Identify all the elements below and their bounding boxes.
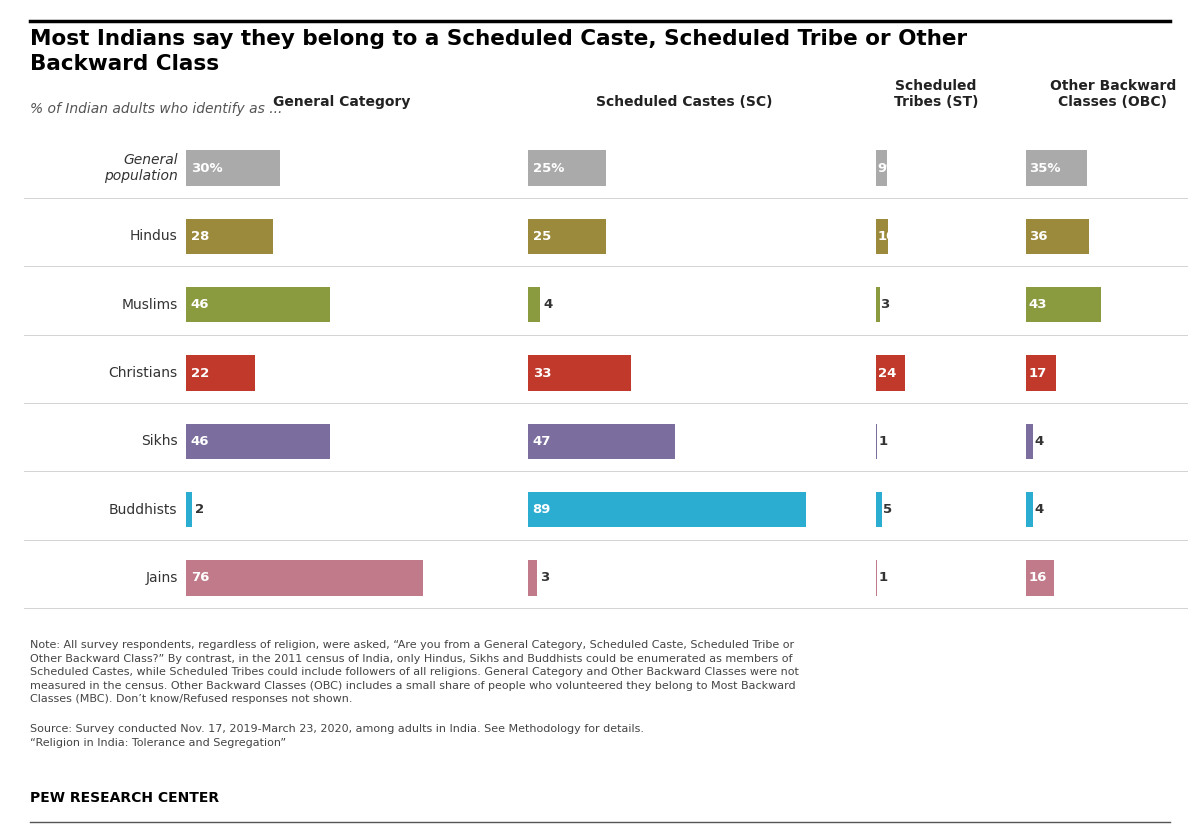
Bar (876, 287, 880, 323)
Text: Scheduled
Tribes (ST): Scheduled Tribes (ST) (894, 79, 978, 109)
Text: 25%: 25% (533, 161, 564, 175)
Text: 76: 76 (191, 571, 209, 585)
Bar (876, 150, 887, 186)
Bar (186, 560, 424, 596)
Text: 4: 4 (1034, 435, 1044, 448)
Text: 25: 25 (533, 230, 551, 243)
Bar (528, 150, 606, 186)
Text: 9%: 9% (878, 161, 900, 175)
Text: 24: 24 (878, 366, 896, 380)
Text: Hindus: Hindus (130, 229, 178, 244)
Bar (186, 150, 280, 186)
Text: 10: 10 (878, 230, 896, 243)
Text: 3: 3 (881, 298, 890, 311)
Text: Christians: Christians (108, 366, 178, 380)
Text: 4: 4 (542, 298, 552, 311)
Bar (1026, 287, 1100, 323)
Bar (876, 423, 877, 459)
Text: 47: 47 (533, 435, 551, 448)
Text: 1: 1 (878, 435, 887, 448)
Bar (1026, 560, 1054, 596)
Text: Buddhists: Buddhists (109, 502, 178, 517)
Text: Other Backward
Classes (OBC): Other Backward Classes (OBC) (1050, 79, 1176, 109)
Text: Note: All survey respondents, regardless of religion, were asked, “Are you from : Note: All survey respondents, regardless… (30, 640, 799, 705)
Bar (528, 423, 674, 459)
Bar (876, 355, 905, 391)
Text: 2: 2 (194, 503, 204, 516)
Text: % of Indian adults who identify as ...: % of Indian adults who identify as ... (30, 102, 282, 117)
Text: Most Indians say they belong to a Scheduled Caste, Scheduled Tribe or Other
Back: Most Indians say they belong to a Schedu… (30, 29, 967, 74)
Bar (528, 492, 805, 528)
Text: Sikhs: Sikhs (140, 434, 178, 449)
Bar (186, 287, 330, 323)
Text: 46: 46 (191, 298, 209, 311)
Text: General
population: General population (104, 153, 178, 183)
Text: Source: Survey conducted Nov. 17, 2019-March 23, 2020, among adults in India. Se: Source: Survey conducted Nov. 17, 2019-M… (30, 724, 644, 748)
Text: 33: 33 (533, 366, 551, 380)
Bar (186, 492, 192, 528)
Bar (876, 492, 882, 528)
Text: 1: 1 (878, 571, 887, 585)
Bar (1026, 423, 1033, 459)
Text: Muslims: Muslims (121, 297, 178, 312)
Bar (1026, 355, 1056, 391)
Text: 30%: 30% (191, 161, 222, 175)
Text: 43: 43 (1028, 298, 1048, 311)
Bar (1026, 218, 1088, 255)
Text: 28: 28 (191, 230, 209, 243)
Text: 3: 3 (540, 571, 550, 585)
Bar (186, 355, 254, 391)
Text: 17: 17 (1028, 366, 1046, 380)
Text: PEW RESEARCH CENTER: PEW RESEARCH CENTER (30, 791, 220, 806)
Text: Scheduled Castes (SC): Scheduled Castes (SC) (595, 95, 773, 109)
Bar (1026, 150, 1087, 186)
Text: 36: 36 (1028, 230, 1048, 243)
Text: General Category: General Category (274, 95, 410, 109)
Bar (528, 355, 631, 391)
Bar (528, 287, 540, 323)
Bar (528, 560, 538, 596)
Bar (186, 218, 274, 255)
Text: 22: 22 (191, 366, 209, 380)
Text: Jains: Jains (145, 571, 178, 585)
Text: 46: 46 (191, 435, 209, 448)
Bar (528, 218, 606, 255)
Text: 16: 16 (1028, 571, 1046, 585)
Bar (876, 560, 877, 596)
Bar (876, 218, 888, 255)
Text: 35%: 35% (1028, 161, 1060, 175)
Text: 89: 89 (533, 503, 551, 516)
Bar (186, 423, 330, 459)
Text: 4: 4 (1034, 503, 1044, 516)
Text: 5: 5 (883, 503, 892, 516)
Bar (1026, 492, 1033, 528)
